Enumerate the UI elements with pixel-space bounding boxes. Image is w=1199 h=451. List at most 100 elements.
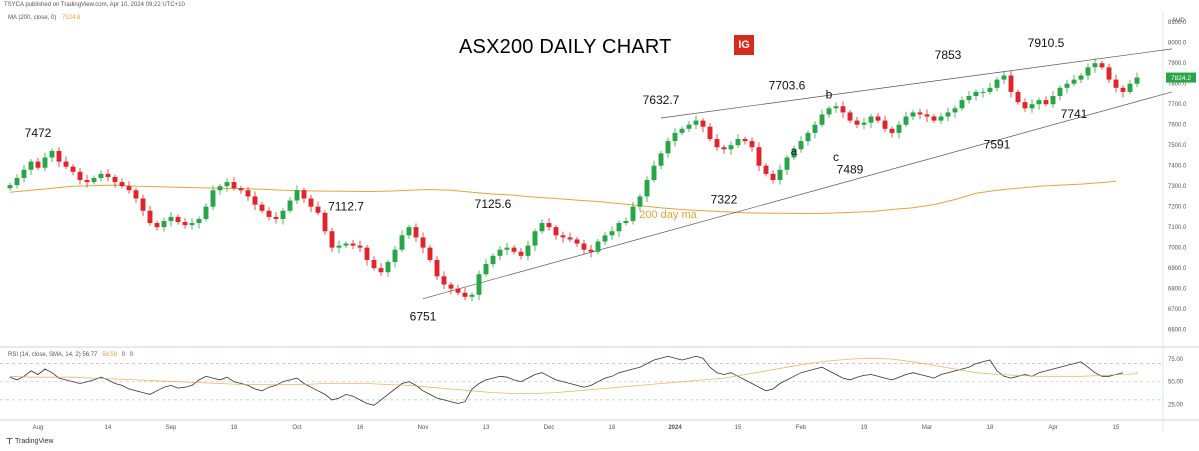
candle-body xyxy=(161,221,167,228)
candle-body xyxy=(301,190,307,199)
candle-body xyxy=(336,245,342,248)
annotation-label: 7853 xyxy=(935,48,962,62)
annotation-label: 7472 xyxy=(25,126,52,140)
candle-body xyxy=(1127,83,1133,92)
candle-body xyxy=(945,112,951,117)
candle-body xyxy=(434,259,440,277)
tradingview-footer-text: TradingView xyxy=(14,438,54,445)
candle-body xyxy=(609,231,615,236)
tradingview-footer[interactable]: ⊤ TradingView xyxy=(6,437,54,446)
candle-body xyxy=(1050,96,1056,105)
rsi-ma-value: 58.58 xyxy=(102,352,118,358)
candle-body xyxy=(1008,75,1014,92)
trendline xyxy=(422,91,1173,300)
candle-body xyxy=(203,206,209,219)
candle-body xyxy=(868,116,874,123)
candle-body xyxy=(252,196,258,205)
candle-body xyxy=(812,124,818,133)
candle-body xyxy=(525,245,531,256)
candle-body xyxy=(1106,67,1112,80)
candle-body xyxy=(91,177,97,183)
candle-body xyxy=(168,216,174,222)
y-tick-label: 7800.0 xyxy=(1168,82,1187,88)
candle-body xyxy=(364,247,370,260)
candle-body xyxy=(280,210,286,219)
annotation-label: 7632.7 xyxy=(643,93,680,107)
candle-body xyxy=(1036,100,1042,105)
candle-body xyxy=(567,237,573,240)
candle-body xyxy=(889,128,895,133)
candle-body xyxy=(616,223,622,232)
candle-body xyxy=(602,235,608,242)
candle-body xyxy=(175,216,181,223)
candle-body xyxy=(903,116,909,125)
candle-body xyxy=(42,157,48,168)
tradingview-logo-icon: ⊤ xyxy=(6,437,13,446)
candle-body xyxy=(553,227,559,236)
candle-body xyxy=(28,161,34,170)
candle-body xyxy=(987,87,993,92)
candle-body xyxy=(1064,83,1070,88)
candle-body xyxy=(1120,87,1126,92)
x-tick-label: Dec xyxy=(544,425,555,431)
y-tick-label: 7500.0 xyxy=(1168,143,1187,149)
candle-body xyxy=(791,149,797,158)
candle-body xyxy=(504,247,510,250)
candle-body xyxy=(210,190,216,207)
candle-body xyxy=(329,231,335,248)
x-tick-label: Oct xyxy=(292,425,302,431)
candle-body xyxy=(644,180,650,197)
candle-body xyxy=(266,210,272,217)
candle-body xyxy=(217,186,223,191)
rsi-indicator-legend[interactable]: RSI (14, close, SMA, 14, 2) 56.77 58.58 … xyxy=(8,352,133,358)
candle-body xyxy=(679,128,685,133)
candle-body xyxy=(462,292,468,297)
candle-body xyxy=(343,243,349,246)
annotation-label: 7322 xyxy=(711,193,738,207)
candle-body xyxy=(112,176,118,183)
candle-body xyxy=(189,223,195,226)
rsi-tick-label: 25.00 xyxy=(1168,402,1184,408)
candle-body xyxy=(1043,100,1049,105)
candle-body xyxy=(721,147,727,150)
candle-body xyxy=(511,247,517,252)
candle-body xyxy=(182,222,188,226)
ma-200-line xyxy=(9,180,1117,215)
candle-body xyxy=(1022,102,1028,109)
x-tick-label: 14 xyxy=(105,425,112,431)
candle-body xyxy=(1071,79,1077,84)
x-tick-label: 15 xyxy=(1113,425,1120,431)
candle-body xyxy=(413,227,419,238)
candle-body xyxy=(770,173,776,181)
candle-body xyxy=(518,251,524,256)
ma-label: 200 day ma xyxy=(639,209,697,221)
candle-body xyxy=(637,196,643,207)
candle-body xyxy=(133,190,139,199)
candle-body xyxy=(798,141,804,150)
candle-body xyxy=(147,210,153,224)
ma-indicator-label: MA (200, close, 0) xyxy=(8,15,57,21)
candle-body xyxy=(245,190,251,197)
candle-body xyxy=(140,198,146,211)
ma-indicator-legend[interactable]: MA (200, close, 0) 7324.8 xyxy=(8,15,80,21)
candle-body xyxy=(735,139,741,146)
candle-body xyxy=(952,108,958,113)
annotation-label: 7125.6 xyxy=(475,197,512,211)
candle-body xyxy=(371,259,377,269)
candle-body xyxy=(469,294,475,297)
x-tick-label: Apr xyxy=(1048,425,1057,431)
candle-body xyxy=(238,188,244,191)
candle-body xyxy=(49,150,55,158)
candle-body xyxy=(399,235,405,250)
candle-body xyxy=(973,91,979,97)
candle-body xyxy=(581,243,587,250)
candle-body xyxy=(882,120,888,129)
candle-body xyxy=(483,264,489,275)
candle-body xyxy=(672,132,678,142)
candle-body xyxy=(1001,75,1007,80)
candle-body xyxy=(630,206,636,222)
candle-body xyxy=(938,116,944,121)
candle-body xyxy=(574,239,580,244)
candle-body xyxy=(490,255,496,265)
